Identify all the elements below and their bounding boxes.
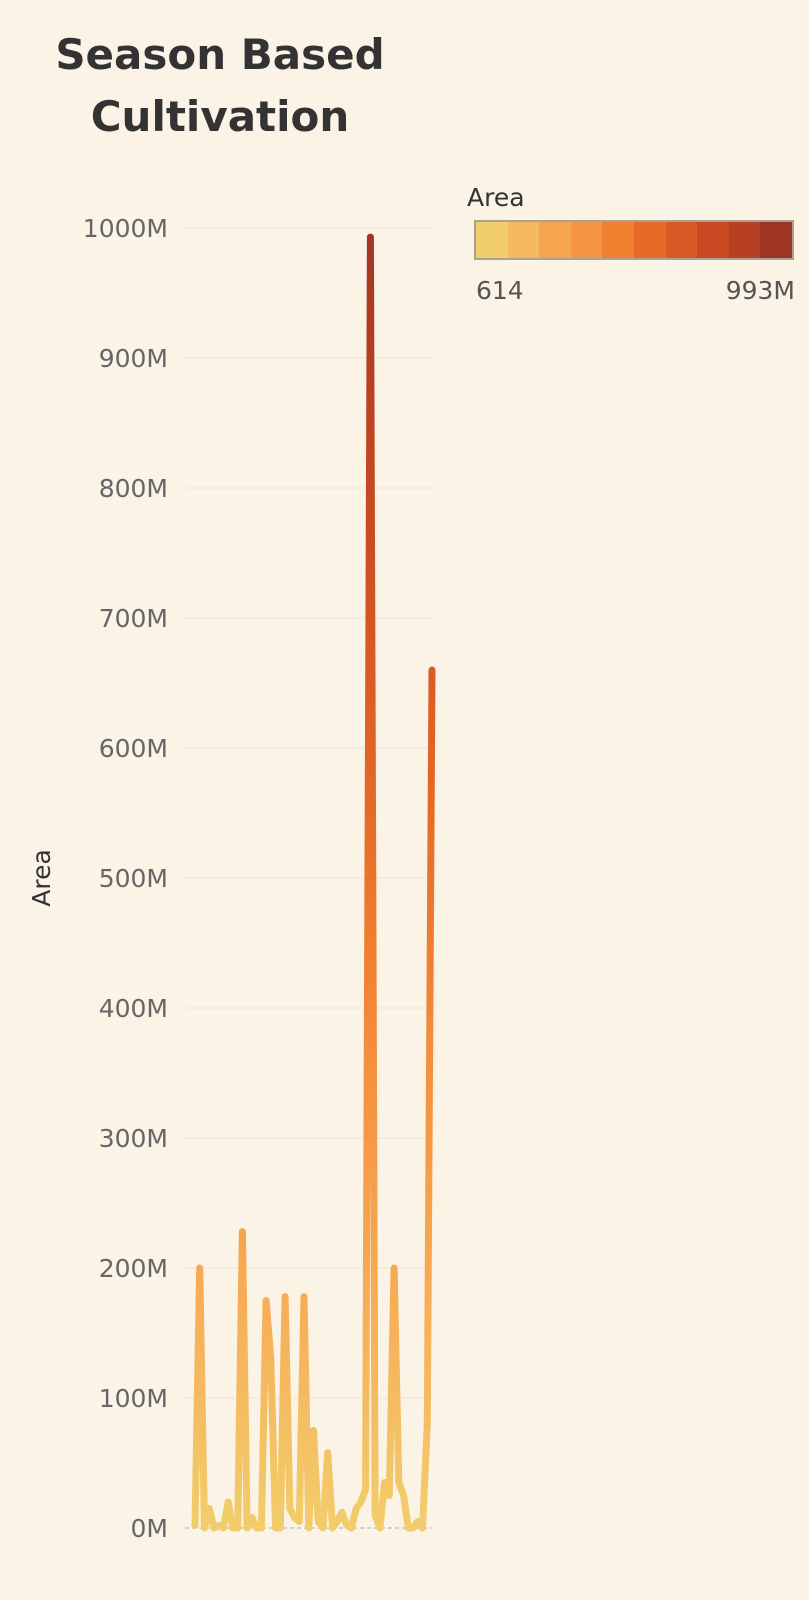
y-tick-label: 100M: [99, 1384, 168, 1413]
legend-swatch: [539, 222, 571, 258]
legend-swatch: [507, 222, 540, 258]
legend-swatch: [665, 222, 698, 258]
legend-swatch: [697, 222, 729, 258]
y-axis-ticks: 0M 100M 200M 300M 400M 500M 600M 700M 800M 900M 10…: [83, 214, 168, 1543]
y-tick-label: 200M: [99, 1254, 168, 1283]
legend-swatch: [602, 222, 634, 258]
gridlines: [185, 227, 432, 1529]
y-axis-label: Area: [27, 849, 56, 907]
y-tick-label: 500M: [99, 864, 168, 893]
chart-title-line-2: Cultivation: [90, 92, 350, 141]
y-tick-label: 0M: [131, 1514, 168, 1543]
legend-swatch: [570, 222, 603, 258]
chart-title-line-1: Season Based: [55, 30, 385, 79]
legend-swatch: [633, 222, 666, 258]
legend-title: Area: [467, 183, 525, 212]
legend-swatch: [760, 222, 792, 258]
legend-swatch: [476, 222, 508, 258]
y-tick-label: 700M: [99, 604, 168, 633]
area-series-line: [191, 233, 436, 1532]
y-tick-label: 400M: [99, 994, 168, 1023]
y-tick-label: 1000M: [83, 214, 168, 243]
legend-min-label: 614: [476, 276, 524, 305]
y-tick-label: 800M: [99, 474, 168, 503]
y-tick-label: 900M: [99, 344, 168, 373]
chart-title: Season Based Cultivation: [55, 24, 385, 148]
line-series: [191, 233, 436, 1532]
legend-swatch: [728, 222, 761, 258]
legend-max-label: 993M: [725, 276, 795, 305]
y-tick-label: 600M: [99, 734, 168, 763]
color-legend-bar: [474, 220, 794, 260]
y-tick-label: 300M: [99, 1124, 168, 1153]
